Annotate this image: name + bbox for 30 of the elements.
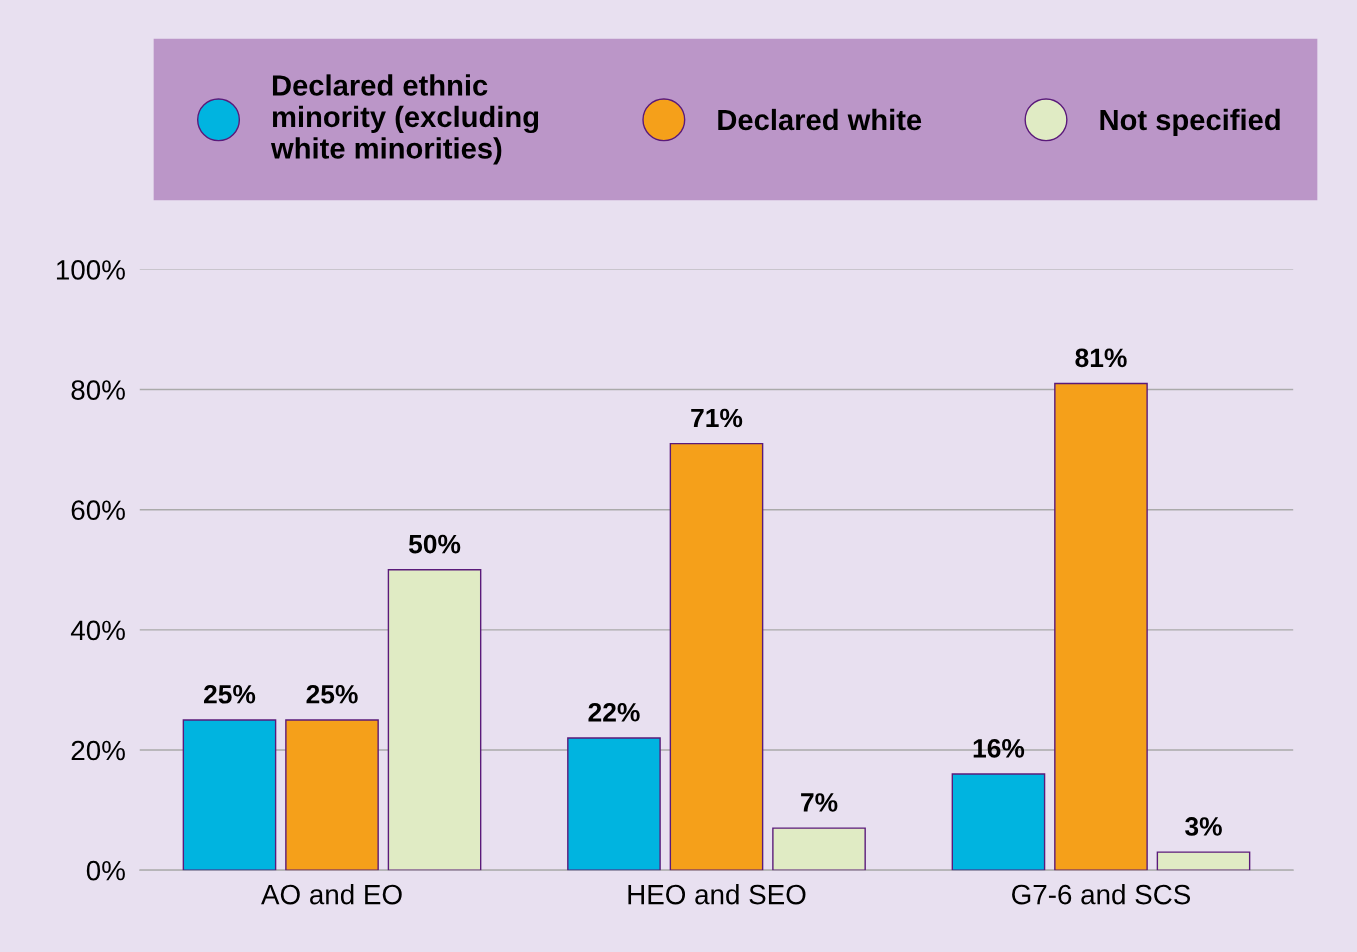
bar <box>772 827 866 871</box>
bar <box>567 737 661 871</box>
bar <box>1054 382 1148 871</box>
data-label: 50% <box>408 534 461 554</box>
data-label: 7% <box>801 793 838 812</box>
bar <box>1156 851 1251 871</box>
data-label: 22% <box>588 702 640 722</box>
bar <box>387 569 482 871</box>
data-label: 25% <box>306 684 358 704</box>
y-tick-label: 40% <box>70 620 125 641</box>
x-tick-label: AO and EO <box>261 884 402 905</box>
y-tick-label: 20% <box>71 740 125 761</box>
bar <box>285 719 379 871</box>
y-tick-label: 100% <box>56 260 125 280</box>
legend-label: Declared white <box>718 108 922 131</box>
bar <box>182 719 277 871</box>
y-tick-label: 60% <box>71 500 125 521</box>
data-label: 81% <box>1075 348 1127 368</box>
bar <box>951 773 1046 871</box>
x-tick-label: HEO and SEO <box>628 884 806 905</box>
data-label: 16% <box>973 739 1025 758</box>
y-tick-label: 0% <box>86 860 125 881</box>
data-label: 25% <box>203 684 256 704</box>
legend-label: Declared ethnic minority (excluding white minorities) <box>270 74 539 165</box>
y-tick-label: 80% <box>71 380 125 400</box>
x-tick-label: G7-6 and SCS <box>1012 884 1191 905</box>
data-label: 3% <box>1185 817 1222 836</box>
legend-label: Not specified <box>1100 108 1280 137</box>
bar <box>669 442 764 871</box>
data-label: 71% <box>691 408 743 428</box>
